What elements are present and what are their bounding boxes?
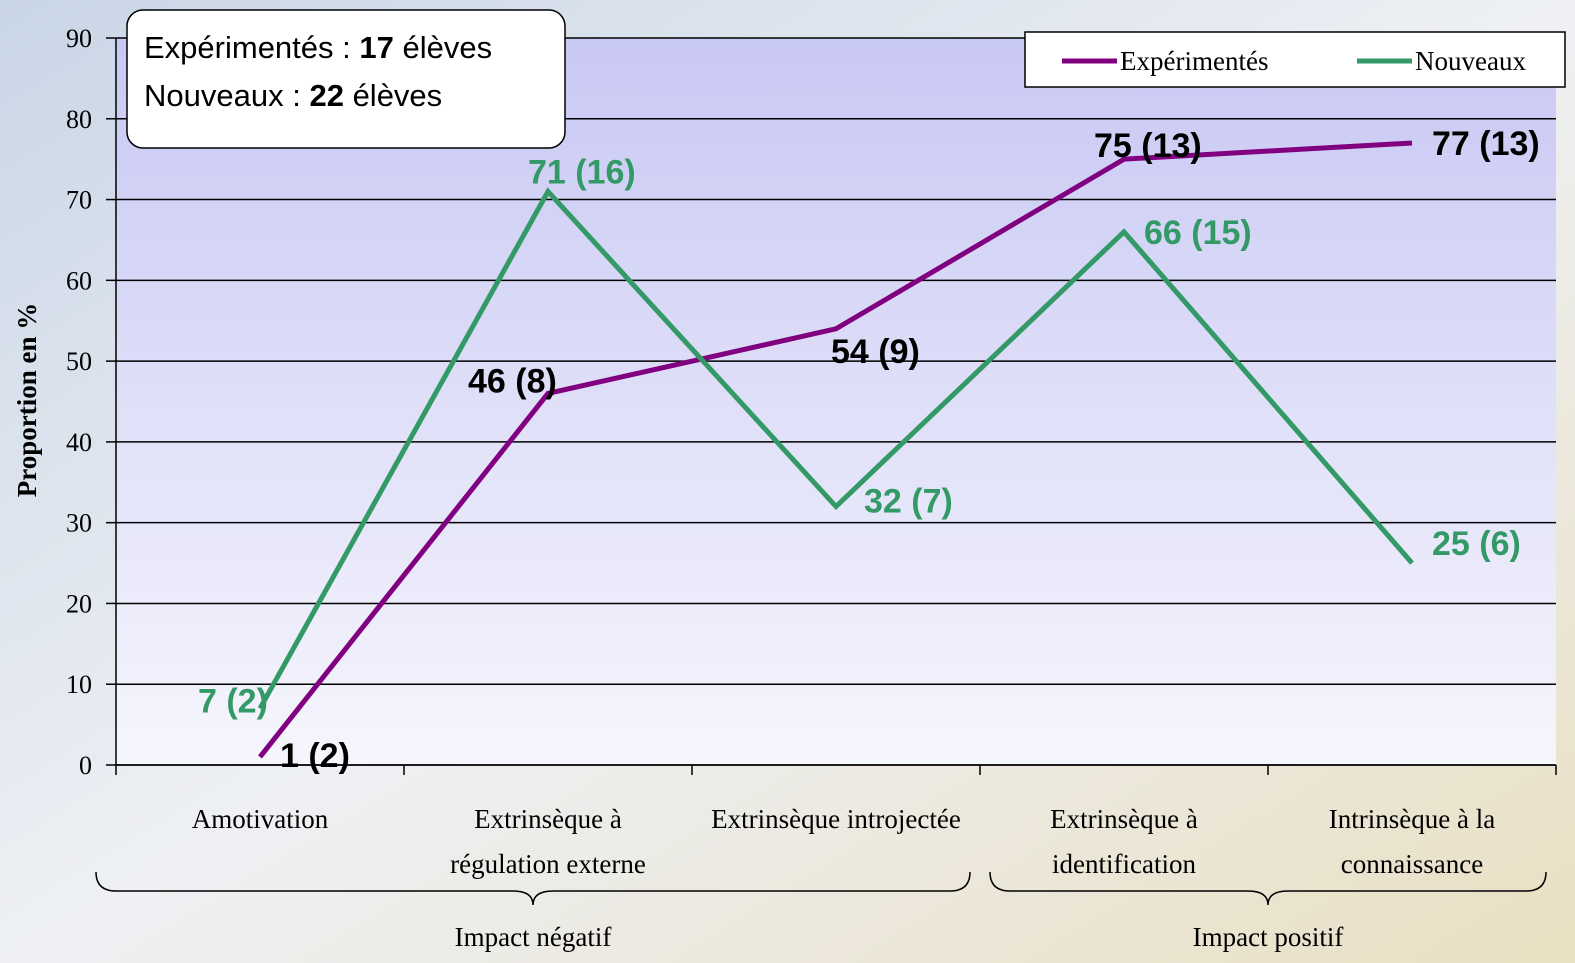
info-count: 17 [359, 30, 393, 65]
series-line [258, 140, 1413, 759]
x-tick-label: régulation externe [450, 849, 646, 879]
info-label: Expérimentés : [144, 30, 351, 65]
y-tick-label: 60 [66, 266, 92, 295]
y-tick-label: 90 [66, 24, 92, 53]
y-tick-label: 40 [66, 428, 92, 457]
legend-label: Nouveaux [1415, 46, 1526, 76]
info-line: Nouveaux : 22 élèves [144, 78, 442, 113]
series-line [257, 187, 1414, 710]
data-label: 77 (13) [1432, 125, 1540, 163]
data-label: 75 (13) [1094, 127, 1202, 165]
x-tick-label: Extrinsèque à [474, 804, 622, 834]
data-label: 46 (8) [468, 362, 557, 400]
y-tick-label: 80 [66, 105, 92, 134]
y-tick-label: 70 [66, 186, 92, 215]
x-tick-label: identification [1052, 849, 1196, 879]
y-tick-label: 50 [66, 347, 92, 376]
info-box [126, 9, 566, 149]
legend-label: Expérimentés [1120, 46, 1268, 76]
x-tick-label: connaissance [1341, 849, 1483, 879]
y-axis-label: Proportion en % [12, 303, 42, 498]
x-tick-label: Extrinsèque à [1050, 804, 1198, 834]
info-line: Expérimentés : 17 élèves [144, 30, 492, 65]
y-tick-label: 10 [66, 670, 92, 699]
data-label: 32 (7) [864, 483, 953, 521]
info-unit: élèves [403, 30, 493, 65]
x-tick-label: Amotivation [192, 804, 329, 834]
group-label: Impact négatif [455, 922, 612, 952]
data-label: 7 (2) [198, 682, 268, 720]
plot-area [116, 38, 1556, 765]
x-tick-label: Intrinsèque à la [1329, 804, 1495, 834]
group-label: Impact positif [1193, 922, 1344, 952]
data-label: 1 (2) [280, 737, 350, 775]
y-tick-label: 0 [79, 751, 92, 780]
data-label: 54 (9) [831, 333, 920, 371]
group-brace [95, 871, 971, 906]
y-tick-label: 20 [66, 589, 92, 618]
info-unit: élèves [353, 78, 443, 113]
data-label: 71 (16) [528, 153, 636, 191]
data-label: 66 (15) [1144, 214, 1252, 252]
info-label: Nouveaux : [144, 78, 301, 113]
info-count: 22 [309, 78, 343, 113]
y-tick-label: 30 [66, 509, 92, 538]
x-tick-label: Extrinsèque introjectée [711, 804, 961, 834]
data-label: 25 (6) [1432, 525, 1521, 563]
group-brace [989, 871, 1547, 906]
